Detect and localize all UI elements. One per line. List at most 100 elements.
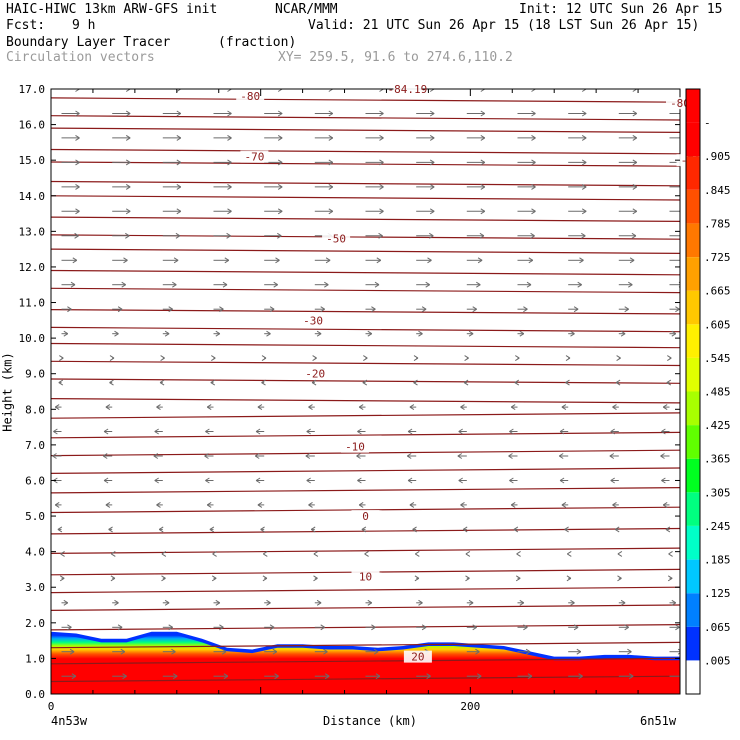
vector-field-name: Circulation vectors (6, 50, 155, 65)
wind-vector-head (67, 624, 72, 631)
wind-vector-head (154, 428, 159, 435)
wind-vector-head (117, 624, 123, 631)
y-tick-label: 13.0 (19, 225, 46, 238)
wind-vector-head (429, 159, 435, 166)
wind-vector-head (413, 355, 419, 362)
wind-vector-head (379, 183, 384, 190)
colorbar-label: .425 (704, 419, 731, 432)
wind-vector-head (510, 501, 516, 508)
wind-vector-head (675, 624, 680, 631)
isotherm-line (51, 342, 680, 349)
wind-vector-head (460, 404, 465, 411)
wind-vector-head (108, 526, 113, 533)
colorbar-swatch (686, 122, 700, 157)
wind-vector-head (476, 281, 481, 288)
wind-vector-head (227, 110, 232, 117)
isotherm-line (51, 675, 680, 683)
wind-vector-head (75, 208, 80, 215)
colorbar-swatch (686, 626, 700, 661)
isotherm-line (51, 287, 680, 294)
wind-vector-head (531, 208, 536, 215)
wind-vector-head (581, 183, 587, 190)
wind-vector-head (123, 257, 128, 264)
wind-vector-head (581, 208, 587, 215)
wind-vector-head (75, 183, 80, 190)
wind-vector-head (612, 501, 617, 508)
wind-vector-head (160, 355, 165, 362)
wind-vector-head (273, 281, 278, 288)
wind-vector-head (610, 428, 615, 435)
isotherm-line (51, 487, 680, 494)
wind-vector-head (313, 575, 318, 582)
colorbar-label: .545 (704, 352, 731, 365)
wind-vector-head (480, 208, 486, 215)
wind-vector-head (311, 379, 317, 386)
wind-vector-head (125, 232, 130, 239)
wind-vector-head (526, 281, 532, 288)
wind-vector-head (109, 379, 114, 386)
wind-vector-head (320, 624, 325, 631)
wind-vector-head (425, 281, 430, 288)
isotherm-line (51, 641, 680, 649)
colorbar-label: .605 (704, 318, 731, 331)
wind-vector-head (328, 134, 334, 141)
x-tick-label: 200 (460, 700, 480, 713)
wind-vector-head (310, 526, 316, 533)
y-tick-label: 16.0 (19, 119, 46, 132)
wind-vector-head (624, 624, 629, 631)
wind-vector-head (531, 110, 536, 117)
wind-vector-head (176, 208, 182, 215)
y-tick-label: 0.0 (25, 688, 45, 701)
wind-vector-head (74, 232, 79, 239)
y-tick-label: 15.0 (19, 154, 46, 167)
isotherm-line (51, 586, 680, 594)
wind-vector-head (63, 599, 69, 606)
wind-vector-head (57, 526, 63, 533)
field-name: Boundary Layer Tracer (6, 35, 171, 50)
wind-vector-head (156, 404, 161, 411)
y-tick-label: 11.0 (19, 297, 46, 310)
wind-vector-head (513, 526, 519, 533)
wind-vector-head (463, 379, 469, 386)
temperature-label: 0 (362, 510, 369, 523)
wind-vector-head (205, 428, 210, 435)
colorbar: .005 .065 .125 .185 .245 .305 .365 .425 .485 .545… (685, 88, 731, 695)
wind-vector-head (409, 404, 415, 411)
colorbar-swatch (686, 593, 700, 627)
wind-vector-head (525, 648, 531, 655)
wind-vector-head (306, 477, 311, 484)
wind-vector-head (272, 648, 278, 655)
temperature-label-bg (403, 650, 432, 663)
wind-vector-head (63, 330, 69, 337)
wind-vector-head (357, 428, 362, 435)
wind-vector-head (612, 404, 617, 411)
wind-vector-head (627, 648, 632, 655)
wind-vector-head (175, 232, 181, 239)
wind-vector-head (71, 673, 77, 680)
temperature-label-bg (351, 570, 380, 583)
wind-vector-head (362, 379, 368, 386)
colorbar-swatch (686, 525, 700, 560)
wind-vector-head (105, 404, 111, 411)
wind-vector-head (475, 648, 480, 655)
fcst-label: Fcst: (6, 18, 46, 33)
wind-vector-head (125, 159, 131, 166)
wind-vector-head (161, 575, 166, 582)
wind-vector-head (260, 526, 265, 533)
wind-vector-head (465, 575, 470, 582)
wind-vector-head (457, 453, 463, 459)
wind-vector-head (675, 306, 680, 313)
wind-vector-head (320, 306, 325, 313)
temperature-label-bg (299, 314, 328, 327)
wind-vector-head (371, 306, 376, 313)
wind-vector-head (426, 673, 431, 680)
wind-vector-head (164, 330, 170, 337)
colorbar-label: .365 (704, 453, 731, 466)
wind-vector-head (103, 428, 109, 435)
tracer-fill (51, 635, 680, 694)
wind-vector-head (508, 453, 513, 459)
wind-vector-head (472, 624, 477, 631)
wind-vector-head (429, 110, 435, 117)
temperature-label-bg (393, 83, 422, 95)
